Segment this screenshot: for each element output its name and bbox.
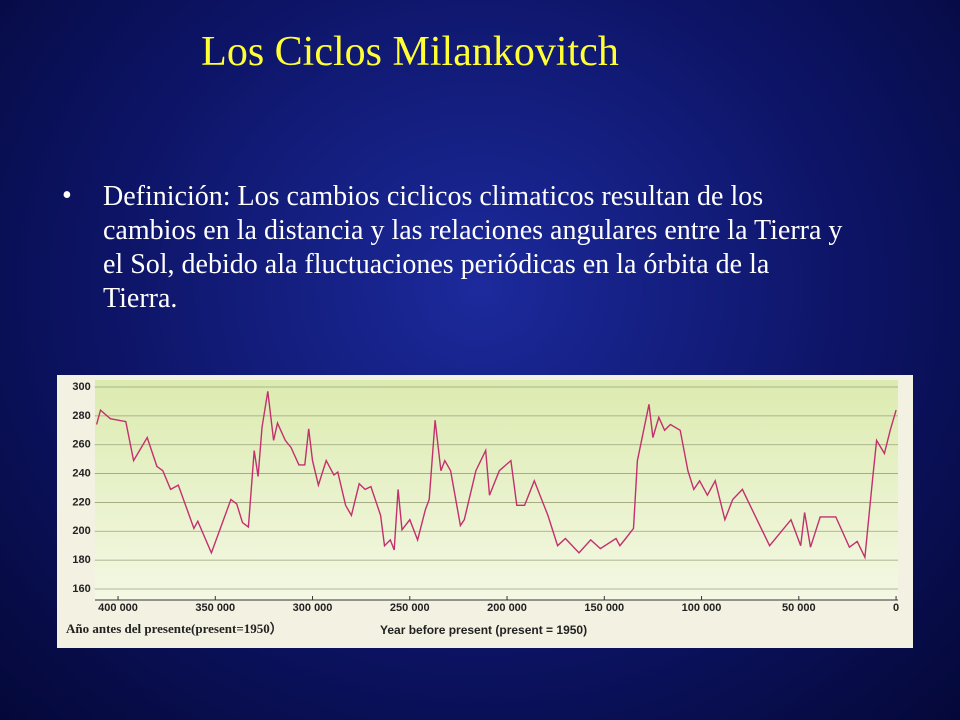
y-tick-label: 220 (72, 496, 90, 508)
x-tick-label: 150 000 (584, 602, 624, 614)
bullet-marker: • (62, 180, 72, 211)
data-line (95, 391, 897, 560)
x-tick-label: 0 (893, 602, 899, 614)
bullet-text: Definición: Los cambios ciclicos climati… (103, 181, 843, 314)
y-tick-label: 260 (72, 439, 90, 451)
x-tick-label: 250 000 (390, 602, 430, 614)
x-tick-label: 400 000 (98, 602, 138, 614)
x-axis-label-es: Año antes del presente(present=1950） (66, 621, 283, 636)
x-tick-label: 200 000 (487, 602, 527, 614)
x-tick-label: 300 000 (293, 602, 333, 614)
y-tick-label: 300 (72, 381, 90, 393)
slide-title: Los Ciclos Milankovitch (201, 29, 619, 75)
x-tick-label: 100 000 (682, 602, 722, 614)
y-tick-label: 160 (72, 583, 90, 595)
x-axis-label: Year before present (present = 1950) (380, 623, 587, 637)
y-tick-label: 180 (72, 554, 90, 566)
x-tick-label: 350 000 (195, 602, 235, 614)
y-tick-label: 240 (72, 467, 90, 479)
y-tick-label: 200 (72, 525, 90, 537)
y-tick-label: 280 (72, 410, 90, 422)
x-tick-label: 50 000 (782, 602, 816, 614)
plot-area (95, 380, 898, 600)
